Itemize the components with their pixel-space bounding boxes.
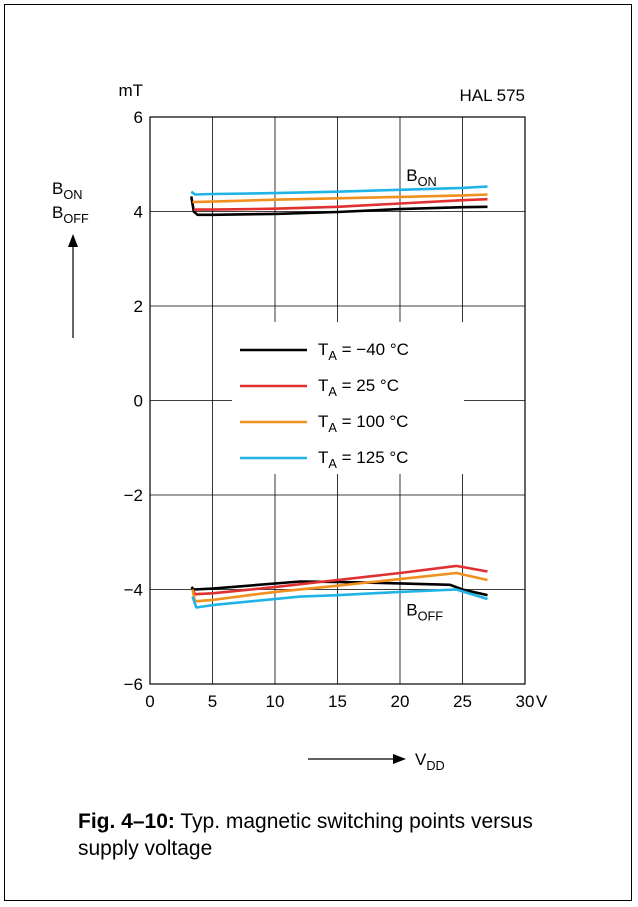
series-line-b-on-0 <box>190 196 488 217</box>
y-tick-label: −6 <box>124 675 143 694</box>
figure-frame <box>4 4 632 901</box>
series-line-b-on-3 <box>190 185 488 196</box>
caption-text: Typ. magnetic switching points versus su… <box>78 810 533 860</box>
x-tick-label: 0 <box>145 692 154 711</box>
legend-label: TA = 25 °C <box>318 376 399 399</box>
y-tick-label: 2 <box>134 297 143 316</box>
plot-area <box>149 116 526 685</box>
series-line-b-off-5 <box>191 564 488 596</box>
legend-box <box>232 322 464 474</box>
y-axis-arrow-head <box>68 234 78 247</box>
x-tick-label: 30 <box>516 692 535 711</box>
legend-label: TA = 125 °C <box>318 448 408 471</box>
x-tick-label: 15 <box>328 692 347 711</box>
y-unit-label: mT <box>118 81 143 100</box>
series-line-b-off-6 <box>191 571 488 603</box>
series-line-b-off-7 <box>191 588 488 609</box>
y-tick-label: −4 <box>124 581 143 600</box>
annotation-off: BOFF <box>406 600 443 623</box>
figure-caption: Fig. 4–10: Typ. magnetic switching point… <box>78 808 598 862</box>
y-axis-label: BON <box>52 179 82 202</box>
x-tick-label: 10 <box>266 692 285 711</box>
y-tick-label: 0 <box>134 392 143 411</box>
x-unit-label: V <box>536 692 548 711</box>
x-axis-arrow-head <box>393 754 406 764</box>
x-tick-label: 5 <box>208 692 217 711</box>
series-line-b-on-1 <box>193 197 488 211</box>
x-tick-label: 25 <box>453 692 472 711</box>
series-line-b-on-2 <box>192 193 488 204</box>
annotation-on: BON <box>406 166 436 189</box>
x-axis-label: VDD <box>415 750 445 773</box>
legend-label: TA = 100 °C <box>318 412 408 435</box>
x-tick-label: 20 <box>391 692 410 711</box>
y-axis-label: BOFF <box>52 203 89 226</box>
y-tick-label: 4 <box>134 203 143 222</box>
y-tick-label: −2 <box>124 486 143 505</box>
y-tick-label: 6 <box>134 108 143 127</box>
series-line-b-off-4 <box>190 580 488 597</box>
caption-label: Fig. 4–10: <box>78 810 175 833</box>
legend-label: TA = −40 °C <box>318 340 409 363</box>
chart-title: HAL 575 <box>459 86 525 105</box>
